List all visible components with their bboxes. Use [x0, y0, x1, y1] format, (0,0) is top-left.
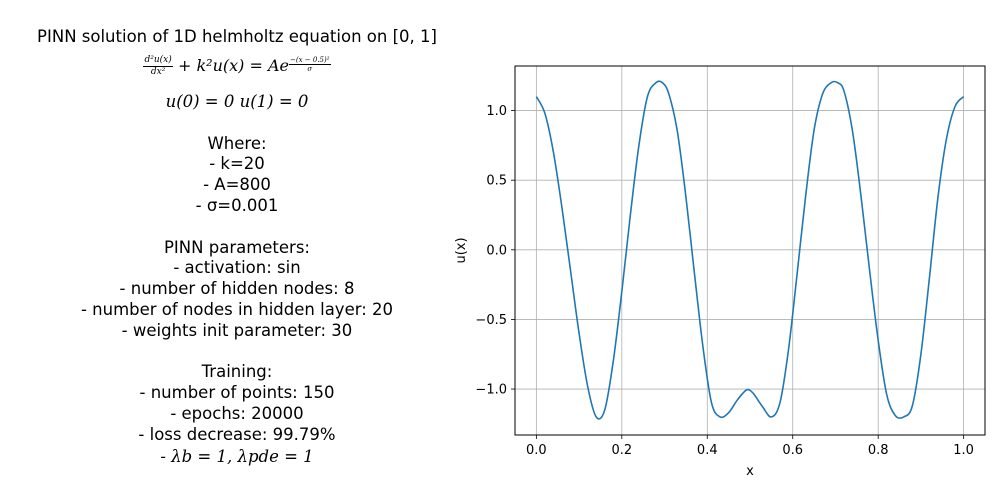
equation-middle: + k²u(x) = Ae [177, 56, 289, 75]
y-axis-label: u(x) [454, 237, 469, 263]
pinn-item: - number of nodes in hidden layer: 20 [80, 300, 394, 319]
y-tick-label: −1.0 [475, 383, 507, 398]
x-tick-label: 0.4 [697, 443, 718, 458]
pinn-item: - number of hidden nodes: 8 [119, 279, 355, 298]
pinn-item: - activation: sin [173, 258, 301, 277]
pinn-item: - weights init parameter: 30 [121, 321, 353, 340]
training-heading: Training: [201, 362, 273, 381]
y-tick-label: 0.5 [486, 174, 507, 189]
ticks: 0.0 0.2 0.4 0.6 0.8 1.0 −1.0 −0.5 0.0 0.5 1.0 [475, 104, 974, 458]
where-item: - k=20 [209, 154, 265, 173]
x-axis-label: x [746, 464, 754, 479]
equation-exponent: −(x − 0.5)² σ [289, 56, 331, 73]
training-item: - loss decrease: 99.79% [138, 425, 336, 444]
y-tick-label: 1.0 [486, 104, 507, 119]
training-item: - number of points: 150 [139, 383, 335, 402]
where-item: - σ=0.001 [195, 196, 279, 215]
equation-exponent-den: σ [307, 65, 313, 73]
equation-exponent-num: −(x − 0.5)² [289, 56, 331, 65]
y-tick-label: −0.5 [475, 313, 507, 328]
x-tick-label: 0.0 [526, 443, 547, 458]
x-tick-label: 1.0 [953, 443, 974, 458]
pinn-heading: PINN parameters: [163, 238, 310, 257]
x-tick-label: 0.6 [782, 443, 803, 458]
x-tick-label: 0.2 [611, 443, 632, 458]
text-panel: PINN solution of 1D helmholtz equation o… [0, 0, 474, 500]
equation-fraction: d²u(x) dx² [143, 55, 173, 78]
panel-title: PINN solution of 1D helmholtz equation o… [37, 27, 437, 46]
training-item: - λb = 1, λpde = 1 [160, 447, 314, 466]
y-tick-label: 0.0 [486, 243, 507, 258]
series-line [535, 80, 965, 420]
equation: d²u(x) dx² + k²u(x) = Ae −(x − 0.5)² σ [0, 55, 474, 89]
x-tick-label: 0.8 [868, 443, 889, 458]
where-heading: Where: [207, 134, 267, 153]
training-item: - epochs: 20000 [170, 404, 304, 423]
equation-fraction-num: d²u(x) [143, 55, 173, 67]
equation-fraction-den: dx² [150, 67, 166, 77]
boundary-conditions: u(0) = 0 u(1) = 0 [165, 92, 309, 111]
series-group [535, 80, 965, 420]
plot-frame [514, 65, 986, 436]
where-item: - A=800 [203, 175, 271, 194]
grid [515, 66, 985, 435]
